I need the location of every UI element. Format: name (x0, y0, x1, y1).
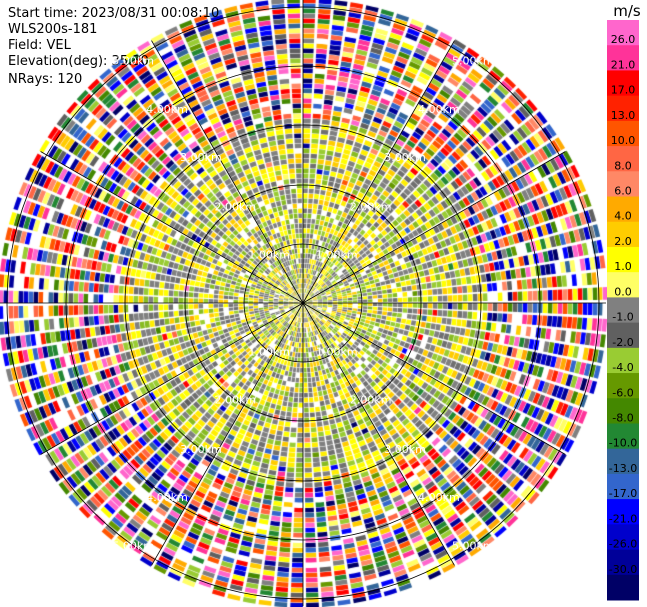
colorbar-segment (607, 120, 639, 147)
colorbar-tick-label: -6.0 (612, 386, 633, 399)
colorbar-segment (607, 448, 639, 475)
instrument-label: WLS200s-181 (8, 22, 98, 37)
colorbar-tick-label: -4.0 (612, 361, 633, 374)
colorbar-tick-label: 21.0 (611, 58, 636, 71)
colorbar-tick-label: 2.0 (614, 235, 632, 248)
colorbar-segment (607, 20, 639, 46)
range-ring-label: 2.00km (350, 200, 392, 213)
colorbar-segment (607, 297, 639, 324)
colorbar-tick-label: -30.0 (609, 563, 637, 576)
range-ring-label: 1.00km (248, 345, 290, 358)
range-ring-label: 2.00km (215, 200, 257, 213)
colorbar-tick-label: -26.0 (609, 538, 637, 551)
range-ring-label: 3.00km (180, 151, 222, 164)
colorbar-segment (607, 398, 639, 424)
range-ring-label: 1.00km (316, 345, 358, 358)
colorbar-tick-label: -2.0 (612, 336, 633, 349)
range-ring-overlay: 1.00km 1.00km 1.00km 1.00km 2.00km 2.00km 2.00… (0, 0, 606, 606)
azimuth-spoke (302, 302, 566, 455)
colorbar-segment (607, 473, 639, 500)
azimuth-spoke (302, 40, 455, 304)
colorbar-tick-label: -17.0 (609, 487, 637, 500)
colorbar-tick-label: 8.0 (614, 159, 632, 172)
colorbar-tick-label: -1.0 (612, 311, 633, 324)
colorbar-segment (607, 146, 639, 172)
azimuth-spoke (302, 302, 455, 566)
colorbar-segment (607, 524, 639, 551)
range-ring-label: 4.00km (146, 103, 188, 116)
range-ring-label: 2.00km (215, 394, 257, 407)
colorbar-segment (607, 171, 639, 198)
azimuth-spoke (40, 151, 304, 304)
colorbar-unit: m/s (613, 2, 641, 20)
range-ring-label: 4.00km (418, 103, 460, 116)
colorbar-segment (607, 499, 639, 525)
azimuth-spoke (151, 302, 304, 566)
range-ring-label: 1.00km (316, 249, 358, 262)
range-ring-label: 3.00km (384, 443, 426, 456)
nrays-label: NRays: 120 (8, 72, 83, 87)
range-ring-label: 5.00km (112, 539, 154, 552)
colorbar-tick-label: -10.0 (609, 437, 637, 450)
range-ring-label: 1.00km (248, 249, 290, 262)
colorbar-tick-label: 1.0 (614, 260, 632, 273)
colorbar-segment (607, 347, 639, 374)
colorbar-segment (607, 95, 639, 122)
colorbar-tick-label: 10.0 (611, 134, 636, 147)
colorbar-segment (607, 272, 639, 298)
colorbar: m/s 26.0 21.0 17.0 13.0 10.0 8.0 6.0 4.0 2.0 1.0 0.… (607, 2, 641, 601)
colorbar-segment (607, 196, 639, 223)
colorbar-tick-label: -13.0 (609, 462, 637, 475)
colorbar-tick-label: 17.0 (611, 84, 636, 97)
colorbar-tick-label: 26.0 (611, 33, 636, 46)
range-ring-label: 2.00km (350, 394, 392, 407)
range-ring-label: 5.00km (452, 539, 494, 552)
colorbar-segment (607, 373, 639, 399)
elevation-label: Elevation(deg): 35.30 (8, 54, 149, 69)
azimuth-spoke (302, 151, 566, 304)
colorbar-segment (607, 322, 639, 349)
azimuth-spoke (151, 40, 304, 304)
colorbar-segment (607, 45, 639, 71)
range-ring-label: 5.00km (112, 55, 154, 68)
colorbar-tick-label: -8.0 (612, 411, 633, 424)
colorbar-tick-label: 4.0 (614, 210, 632, 223)
colorbar-segment (607, 574, 639, 601)
colorbar-tick-label: 13.0 (611, 109, 636, 122)
colorbar-segment (607, 221, 639, 248)
range-ring-label: 5.00km (452, 55, 494, 68)
azimuth-spoke (40, 302, 304, 455)
start-time-label: Start time: 2023/08/31 00:08:10 (8, 6, 220, 21)
field-label: Field: VEL (8, 38, 71, 53)
range-ring-label: 3.00km (384, 151, 426, 164)
colorbar-segment (607, 70, 639, 97)
colorbar-tick-label: -21.0 (609, 512, 637, 525)
colorbar-segment (607, 423, 639, 450)
range-ring-label: 3.00km (180, 443, 222, 456)
colorbar-tick-label: 0.0 (614, 285, 632, 298)
range-ring-label: 4.00km (146, 491, 188, 504)
range-ring-label: 4.00km (418, 491, 460, 504)
colorbar-segment (607, 246, 639, 273)
colorbar-segment (607, 549, 639, 576)
colorbar-tick-label: 6.0 (614, 185, 632, 198)
